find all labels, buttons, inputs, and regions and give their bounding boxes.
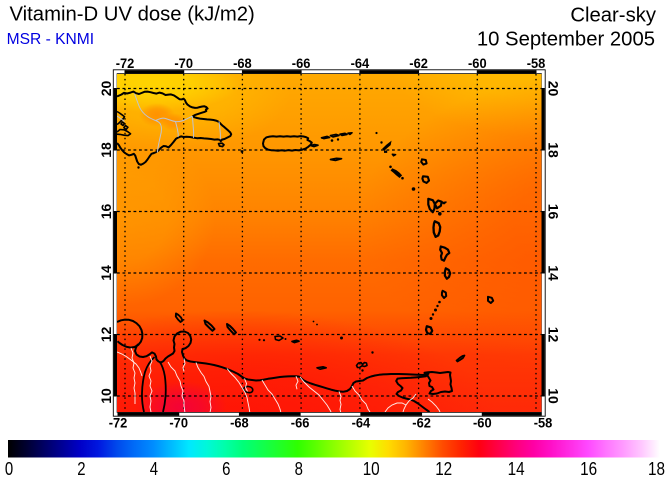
svg-text:Vitamin-D UV dose (kJ/m2): Vitamin-D UV dose (kJ/m2) xyxy=(10,4,255,26)
svg-text:20: 20 xyxy=(98,81,114,97)
svg-text:8: 8 xyxy=(295,459,303,479)
svg-text:Clear-sky: Clear-sky xyxy=(570,5,657,27)
svg-text:10: 10 xyxy=(363,459,380,479)
svg-text:-66: -66 xyxy=(292,55,311,71)
svg-text:12: 12 xyxy=(98,327,114,343)
svg-text:10 September 2005: 10 September 2005 xyxy=(477,29,655,51)
svg-text:-58: -58 xyxy=(534,414,553,430)
svg-text:16: 16 xyxy=(98,204,114,220)
svg-text:16: 16 xyxy=(545,204,561,220)
svg-text:0: 0 xyxy=(5,459,13,479)
svg-text:-70: -70 xyxy=(174,55,193,71)
svg-text:14: 14 xyxy=(508,459,525,479)
svg-text:-62: -62 xyxy=(409,55,428,71)
svg-text:18: 18 xyxy=(648,459,665,479)
svg-text:-64: -64 xyxy=(351,55,370,71)
svg-text:16: 16 xyxy=(580,459,597,479)
svg-text:-60: -60 xyxy=(473,414,492,430)
svg-text:MSR - KNMI: MSR - KNMI xyxy=(7,31,95,48)
svg-text:10: 10 xyxy=(98,388,114,404)
svg-text:-66: -66 xyxy=(291,414,310,430)
svg-text:20: 20 xyxy=(545,81,561,97)
svg-text:-60: -60 xyxy=(468,55,487,71)
svg-text:-68: -68 xyxy=(233,55,252,71)
svg-text:18: 18 xyxy=(98,142,114,158)
svg-text:12: 12 xyxy=(435,459,452,479)
svg-text:14: 14 xyxy=(545,265,561,281)
svg-text:-58: -58 xyxy=(527,55,546,71)
svg-text:18: 18 xyxy=(545,142,561,158)
svg-text:-62: -62 xyxy=(412,414,431,430)
svg-text:-72: -72 xyxy=(109,414,128,430)
svg-text:6: 6 xyxy=(222,459,230,479)
svg-text:10: 10 xyxy=(545,388,561,404)
svg-text:-72: -72 xyxy=(116,55,135,71)
svg-text:-64: -64 xyxy=(352,414,371,430)
svg-text:-68: -68 xyxy=(230,414,249,430)
svg-text:-70: -70 xyxy=(169,414,188,430)
svg-text:12: 12 xyxy=(545,327,561,343)
svg-text:14: 14 xyxy=(98,265,114,281)
svg-text:2: 2 xyxy=(77,459,85,479)
svg-text:4: 4 xyxy=(150,459,158,479)
